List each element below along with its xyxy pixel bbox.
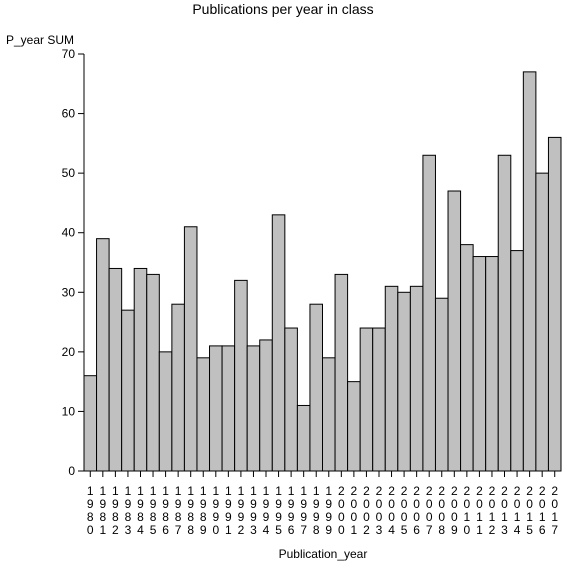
bar-1997 <box>296 404 311 472</box>
bar-2004 <box>384 285 399 472</box>
bar-1981 <box>96 238 110 472</box>
bar-1992 <box>234 279 248 472</box>
y-tick-label: 60 <box>62 107 76 121</box>
bar-2011 <box>472 256 487 472</box>
x-axis: 1 9 8 0 1 9 8 1 1 9 8 2 1 9 8 3 1 9 8 4 1 9 8 5 1 9 8 6 1 9 8 7 1 9 8 8 1 9 8 9… <box>84 470 561 537</box>
bar-2008 <box>434 297 449 472</box>
bar-1983 <box>121 309 135 472</box>
bar-2001 <box>347 381 361 472</box>
bar-1996 <box>284 327 298 472</box>
bar-2010 <box>460 244 474 472</box>
bar-1985 <box>146 273 160 472</box>
bar-1995 <box>271 214 286 472</box>
bar-2013 <box>497 154 512 472</box>
bar-2016 <box>535 172 549 472</box>
y-tick-label: 70 <box>62 47 76 61</box>
y-tick-label: 30 <box>62 285 76 299</box>
y-tick-label: 0 <box>68 464 75 478</box>
bar-2007 <box>422 154 436 472</box>
bar-2006 <box>409 285 424 472</box>
bar-1989 <box>196 357 211 472</box>
bar-1980 <box>83 375 98 472</box>
bar-2009 <box>447 190 462 472</box>
chart-title: Publications per year in class <box>192 1 373 17</box>
bar-1994 <box>259 339 273 472</box>
bar-2002 <box>359 327 374 472</box>
bar-1990 <box>209 345 223 472</box>
bar-2000 <box>334 273 349 472</box>
bar-1982 <box>108 267 123 472</box>
bar-2017 <box>547 136 562 472</box>
y-axis: 0 10 20 30 40 50 60 70 <box>62 47 85 478</box>
y-tick-label: 50 <box>62 166 76 180</box>
y-axis-label: P_year SUM <box>6 33 74 47</box>
bar-1986 <box>158 351 173 472</box>
bar-1984 <box>133 267 148 472</box>
bar-2005 <box>397 291 411 472</box>
y-tick-label: 10 <box>62 404 76 418</box>
bar-1988 <box>183 226 198 472</box>
bar-1999 <box>322 357 336 472</box>
bar-2012 <box>485 256 499 472</box>
y-tick-label: 40 <box>62 226 76 240</box>
bar-series <box>83 71 562 472</box>
bar-2014 <box>510 250 524 472</box>
bar-1987 <box>171 303 185 472</box>
x-axis-label: Publication_year <box>279 547 368 561</box>
bar-1993 <box>246 345 261 472</box>
y-tick-label: 20 <box>62 345 76 359</box>
bar-1998 <box>309 303 324 472</box>
bar-2003 <box>372 327 386 472</box>
bar-2015 <box>522 71 537 472</box>
bar-1991 <box>221 345 236 472</box>
